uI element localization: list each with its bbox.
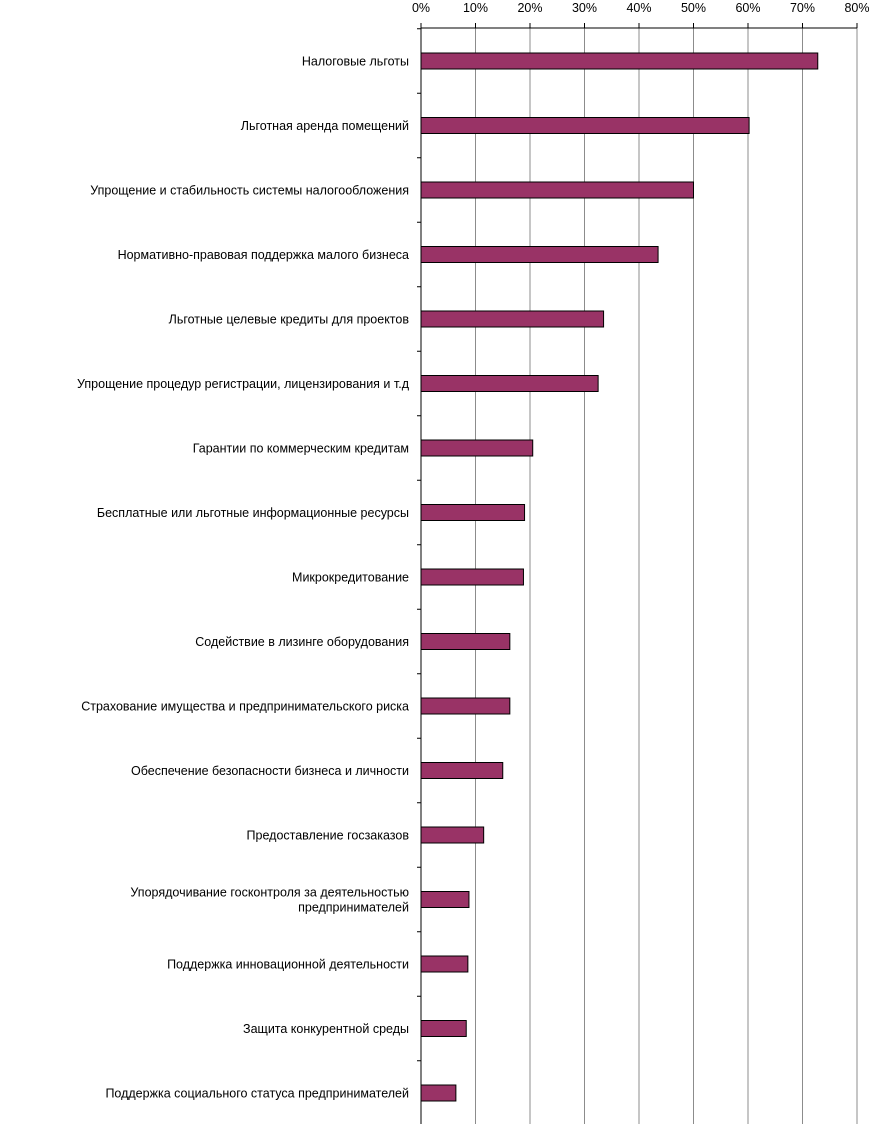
bar bbox=[420, 633, 511, 650]
x-tick-label: 50% bbox=[681, 1, 706, 15]
bar bbox=[420, 826, 485, 844]
category-label: Льготная аренда помещений bbox=[241, 119, 409, 133]
category-label-line: Содействие в лизинге оборудования bbox=[195, 635, 409, 649]
bar bbox=[420, 310, 605, 328]
category-label: Упорядочивание госконтроля за деятельнос… bbox=[130, 886, 409, 915]
bar bbox=[420, 891, 470, 908]
category-label: Бесплатные или льготные информационные р… bbox=[97, 506, 409, 520]
category-label-line: Микрокредитование bbox=[292, 571, 409, 585]
category-label-line: Поддержка инновационной деятельности bbox=[167, 958, 409, 972]
bar bbox=[420, 439, 534, 457]
bar bbox=[420, 697, 511, 715]
bar bbox=[420, 1084, 457, 1102]
x-tick-label: 70% bbox=[790, 1, 815, 15]
category-label: Налоговые льготы bbox=[302, 55, 409, 69]
bar bbox=[420, 117, 750, 134]
category-label-line: предпринимателей bbox=[298, 901, 409, 915]
category-label-line: Нормативно-правовая поддержка малого биз… bbox=[118, 248, 409, 262]
bars bbox=[420, 52, 819, 1102]
x-tick-label: 0% bbox=[412, 1, 430, 15]
x-tick-label: 10% bbox=[463, 1, 488, 15]
bar bbox=[420, 375, 599, 392]
category-label: Поддержка инновационной деятельности bbox=[167, 958, 409, 972]
x-tick-labels: 0% 10% 20% 30% 40% 50% 60% 70% 80% bbox=[412, 1, 870, 15]
category-label-line: Предоставление госзаказов bbox=[247, 829, 410, 843]
category-label: Нормативно-правовая поддержка малого биз… bbox=[118, 248, 409, 262]
category-label-line: Упрощение и стабильность системы налогоо… bbox=[90, 184, 409, 198]
x-tick-label: 80% bbox=[844, 1, 869, 15]
bar bbox=[420, 568, 524, 586]
category-label: Упрощение процедур регистрации, лицензир… bbox=[77, 377, 410, 391]
category-label: Обеспечение безопасности бизнеса и лично… bbox=[131, 764, 409, 778]
bar bbox=[420, 181, 694, 199]
category-label: Микрокредитование bbox=[292, 571, 409, 585]
x-tick-label: 30% bbox=[572, 1, 597, 15]
category-label-line: Поддержка социального статуса предприним… bbox=[105, 1087, 409, 1101]
x-tick-label: 20% bbox=[517, 1, 542, 15]
category-label: Гарантии по коммерческим кредитам bbox=[193, 442, 409, 456]
category-label: Предоставление госзаказов bbox=[247, 829, 410, 843]
x-tick-label: 40% bbox=[626, 1, 651, 15]
category-label-line: Защита конкурентной среды bbox=[243, 1022, 409, 1036]
category-label-line: Упорядочивание госконтроля за деятельнос… bbox=[130, 886, 409, 900]
bar bbox=[420, 504, 526, 521]
category-label-line: Льготная аренда помещений bbox=[241, 119, 409, 133]
bar bbox=[420, 762, 504, 779]
category-label-line: Страхование имущества и предпринимательс… bbox=[81, 700, 409, 714]
gridlines bbox=[475, 28, 858, 1124]
bar bbox=[420, 955, 469, 973]
bar bbox=[420, 1020, 467, 1037]
category-label-line: Гарантии по коммерческим кредитам bbox=[193, 442, 409, 456]
category-label-line: Льготные целевые кредиты для проектов bbox=[169, 313, 410, 327]
category-label: Поддержка социального статуса предприним… bbox=[105, 1087, 409, 1101]
category-label: Защита конкурентной среды bbox=[243, 1022, 409, 1036]
category-label: Льготные целевые кредиты для проектов bbox=[169, 313, 410, 327]
category-labels: Налоговые льготы Льготная аренда помещени… bbox=[77, 55, 410, 1101]
category-label: Упрощение и стабильность системы налогоо… bbox=[90, 184, 409, 198]
category-label-line: Обеспечение безопасности бизнеса и лично… bbox=[131, 764, 409, 778]
category-label-line: Упрощение процедур регистрации, лицензир… bbox=[77, 377, 410, 391]
x-tick-label: 60% bbox=[735, 1, 760, 15]
bar bbox=[420, 52, 819, 70]
category-label-line: Налоговые льготы bbox=[302, 55, 409, 69]
category-label-line: Бесплатные или льготные информационные р… bbox=[97, 506, 409, 520]
bar bbox=[420, 246, 659, 263]
category-label: Содействие в лизинге оборудования bbox=[195, 635, 409, 649]
category-label: Страхование имущества и предпринимательс… bbox=[81, 700, 409, 714]
